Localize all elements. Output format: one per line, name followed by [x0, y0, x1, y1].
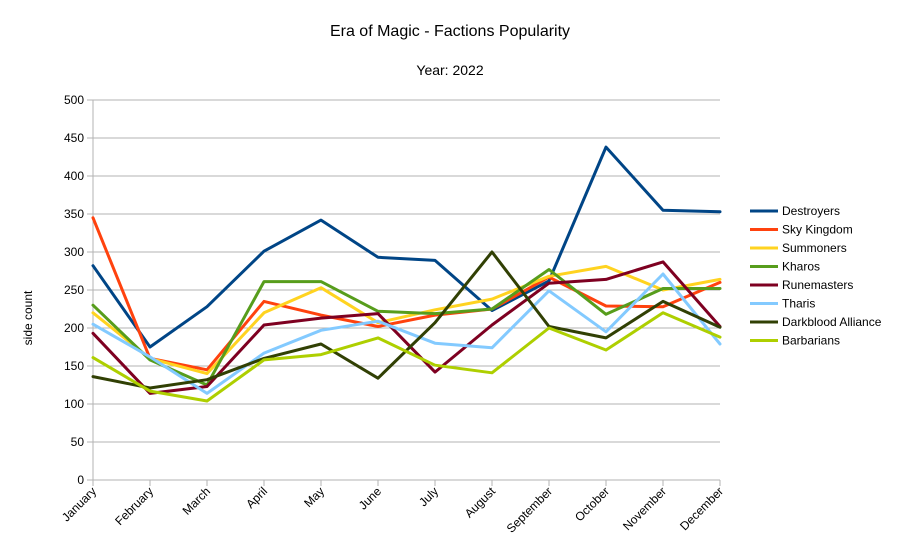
x-tick-label: August [462, 484, 499, 521]
x-tick-label: March [180, 484, 213, 517]
x-tick-label: April [243, 484, 270, 511]
chart-title: Era of Magic - Factions Popularity [330, 23, 570, 40]
legend-label: Destroyers [782, 204, 840, 218]
y-tick-label: 100 [64, 397, 84, 411]
y-tick-label: 50 [71, 435, 85, 449]
legend-label: Barbarians [782, 334, 840, 348]
y-tick-label: 150 [64, 359, 84, 373]
x-tick-label: July [416, 484, 441, 509]
x-tick-label: January [59, 484, 99, 524]
y-tick-label: 500 [64, 93, 84, 107]
y-tick-label: 400 [64, 169, 84, 183]
x-tick-label: October [572, 484, 612, 524]
series-line [91, 216, 722, 372]
chart-subtitle: Year: 2022 [416, 62, 483, 78]
x-tick-label: September [504, 484, 555, 535]
x-tick-label: December [677, 484, 726, 533]
y-tick-label: 300 [64, 245, 84, 259]
x-tick-label: May [301, 484, 327, 510]
legend-label: Summoners [782, 241, 847, 255]
series-line [91, 272, 722, 395]
x-tick-label: February [112, 484, 156, 528]
y-tick-label: 0 [77, 473, 84, 487]
series-line [91, 264, 722, 376]
legend-label: Kharos [782, 260, 820, 274]
legend: Destroyers Sky Kingdom Summoners Kharos Rune… [750, 204, 882, 348]
y-axis-label: side count [21, 290, 35, 345]
series-line [91, 145, 722, 349]
y-tick-label: 450 [64, 131, 84, 145]
gridlines [93, 99, 720, 481]
series-lines [91, 145, 722, 403]
y-tick-label: 200 [64, 321, 84, 335]
legend-label: Sky Kingdom [782, 223, 853, 237]
axes: 0 50 100 150 200 250 300 350 400 450 500 January Feb… [59, 93, 726, 536]
legend-label: Runemasters [782, 278, 853, 292]
legend-label: Darkblood Alliance [782, 315, 882, 329]
x-tick-label: June [356, 484, 385, 513]
legend-label: Tharis [782, 297, 815, 311]
x-tick-label: November [620, 484, 669, 533]
y-tick-label: 350 [64, 207, 84, 221]
y-tick-label: 250 [64, 283, 84, 297]
series-line [91, 311, 722, 403]
